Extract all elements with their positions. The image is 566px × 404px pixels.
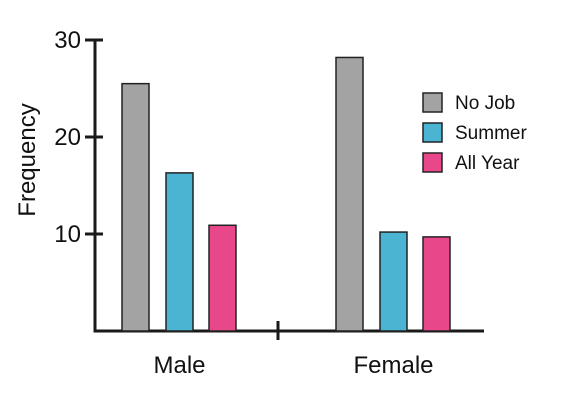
legend-swatch xyxy=(422,152,443,173)
y-tick-label: 20 xyxy=(54,124,81,151)
bar-all-year-female xyxy=(422,236,451,332)
bar-no-job-male xyxy=(121,82,150,332)
bars: Male Female xyxy=(121,56,451,379)
y-tick-label: 10 xyxy=(54,221,81,248)
x-category-label: Male xyxy=(153,352,205,379)
y-axis-title: Frequency xyxy=(14,103,41,216)
bar-summer-male xyxy=(165,172,194,332)
legend-swatch xyxy=(422,122,443,143)
x-category-label: Female xyxy=(353,352,433,379)
legend-label: No Job xyxy=(455,93,515,114)
legend-label: All Year xyxy=(455,153,520,174)
y-tick-label: 30 xyxy=(54,27,81,54)
bar-summer-female xyxy=(379,231,408,332)
bar-all-year-male xyxy=(208,224,237,332)
axes: 10 20 30 xyxy=(54,27,484,340)
legend: No Job Summer All Year xyxy=(422,92,527,174)
legend-label: Summer xyxy=(455,123,527,144)
legend-swatch xyxy=(422,92,443,113)
bar-no-job-female xyxy=(335,56,364,332)
